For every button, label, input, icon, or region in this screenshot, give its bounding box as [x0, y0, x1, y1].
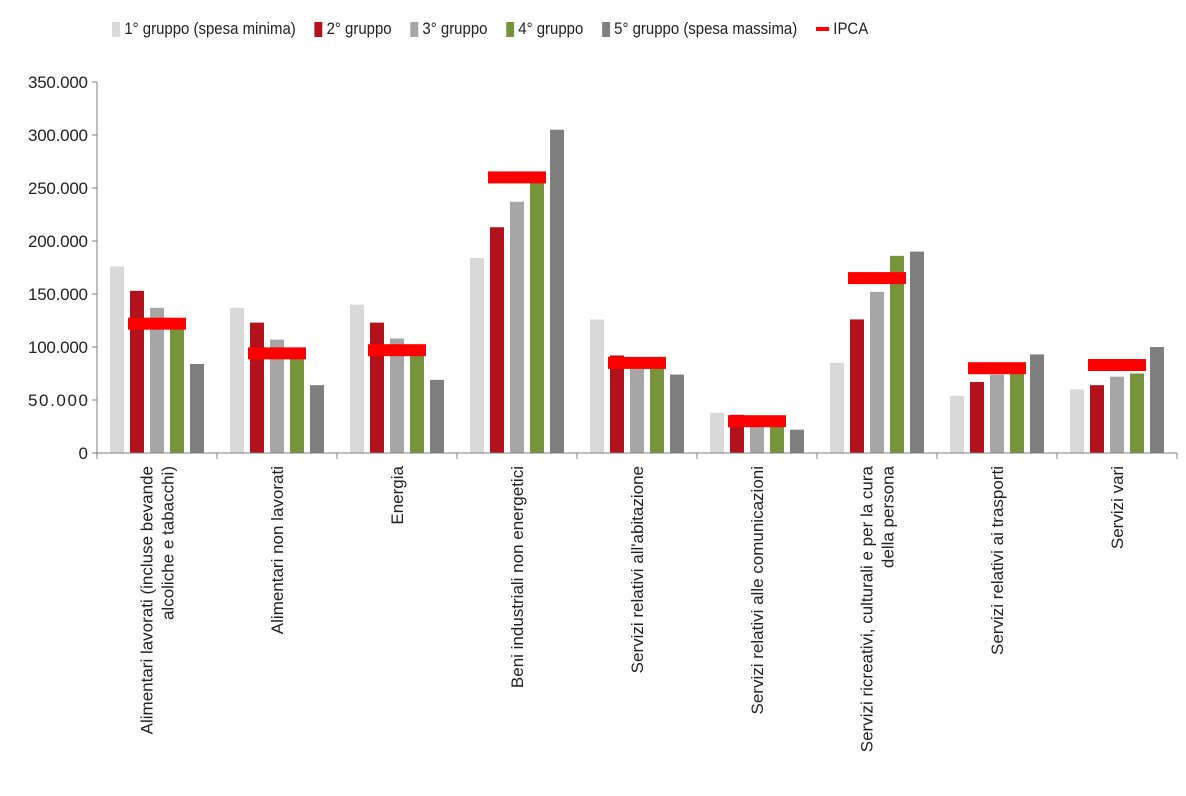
- bar: [1150, 347, 1164, 453]
- bar: [850, 319, 864, 453]
- bar: [390, 338, 404, 453]
- bar: [1130, 373, 1144, 453]
- bar: [230, 307, 244, 453]
- y-tick-label: 0: [79, 444, 88, 463]
- ipca-marker: [1088, 359, 1146, 372]
- y-tick-label: 100.000: [28, 338, 88, 357]
- legend-swatch-ipca: [815, 27, 829, 31]
- x-category-label: Servizi ricreativi, culturali e per la c…: [858, 465, 877, 752]
- bar: [150, 307, 164, 453]
- bar: [790, 429, 804, 453]
- y-tick-label: 350.000: [28, 73, 88, 92]
- bar: [910, 251, 924, 453]
- y-axis: 0 50.000 100.000 150.000 200.000 250.000 300.0…: [28, 73, 98, 463]
- legend-swatch-group-2: [314, 21, 323, 37]
- x-category-label: Servizi relativi all'abitazione: [628, 466, 647, 673]
- bar: [470, 257, 484, 453]
- legend-label-group-4: 4° gruppo: [518, 19, 584, 38]
- bar: [830, 362, 844, 453]
- legend-item-group-1: 1° gruppo (spesa minima): [112, 19, 296, 39]
- bar: [1030, 354, 1044, 453]
- bar: [610, 355, 624, 453]
- x-category-label: Servizi relativi alle comunicazioni: [748, 466, 767, 714]
- bar: [350, 304, 364, 453]
- legend-item-group-2: 2° gruppo: [314, 19, 392, 39]
- bar: [870, 291, 884, 453]
- y-tick-label: 300.000: [28, 126, 88, 145]
- ipca-markers-layer: [128, 171, 1146, 428]
- bar: [990, 374, 1004, 453]
- bar: [310, 385, 324, 453]
- legend-item-group-3: 3° gruppo: [410, 19, 487, 39]
- ipca-marker: [248, 347, 306, 360]
- bar: [770, 423, 784, 453]
- legend-label-group-2: 2° gruppo: [326, 19, 392, 38]
- legend-swatch-group-4: [505, 21, 514, 37]
- legend: 1° gruppo (spesa minima) 2° gruppo 3° gr…: [112, 17, 887, 41]
- bar: [550, 129, 564, 453]
- bar: [670, 374, 684, 453]
- bar: [110, 266, 124, 453]
- legend-label-group-5: 5° gruppo (spesa massima): [614, 19, 798, 38]
- bar: [530, 177, 544, 453]
- bars-layer: [110, 129, 1164, 453]
- bar: [970, 381, 984, 453]
- ipca-marker: [848, 272, 906, 285]
- ipca-marker: [368, 344, 426, 357]
- y-tick-label: 250.000: [28, 179, 88, 198]
- ipca-marker: [728, 415, 786, 428]
- y-tick-label: 50.000: [28, 391, 88, 410]
- legend-item-group-5: 5° gruppo (spesa massima): [601, 19, 798, 39]
- bar: [370, 322, 384, 453]
- y-tick-label: 200.000: [28, 232, 88, 251]
- bar: [710, 412, 724, 453]
- legend-label-group-1: 1° gruppo (spesa minima): [124, 19, 296, 38]
- x-category-label: Servizi relativi ai trasporti: [988, 466, 1007, 655]
- bar: [890, 255, 904, 453]
- ipca-marker: [968, 362, 1026, 375]
- legend-label-ipca: IPCA: [833, 19, 869, 38]
- ipca-marker: [608, 356, 666, 369]
- bar: [1070, 389, 1084, 453]
- bar: [130, 290, 144, 453]
- legend-item-ipca: IPCA: [815, 19, 869, 39]
- bar: [490, 227, 504, 453]
- x-axis: Alimentari lavorati (incluse bevande alco…: [96, 452, 1178, 752]
- bar: [1110, 376, 1124, 453]
- bar: [1010, 370, 1024, 453]
- bar: [410, 353, 424, 453]
- x-category-label: Energia: [388, 465, 407, 524]
- bar: [290, 357, 304, 453]
- x-category-label: Alimentari non lavorati: [268, 466, 287, 634]
- bar: [950, 395, 964, 453]
- legend-swatch-group-5: [601, 21, 610, 37]
- bar: [170, 325, 184, 453]
- bar: [430, 379, 444, 453]
- ipca-marker: [128, 317, 186, 330]
- y-tick-label: 150.000: [28, 285, 88, 304]
- bar: [250, 322, 264, 453]
- bar: [1090, 385, 1104, 453]
- bar: [190, 363, 204, 453]
- x-category-label: Alimentari lavorati (incluse bevande: [138, 466, 157, 734]
- legend-swatch-group-1: [112, 21, 120, 37]
- x-category-label: Servizi vari: [1108, 466, 1127, 549]
- legend-label-group-3: 3° gruppo: [422, 19, 488, 38]
- bar: [630, 362, 644, 453]
- bar: [650, 368, 664, 453]
- bar: [590, 319, 604, 453]
- legend-item-group-4: 4° gruppo: [505, 19, 584, 39]
- bar: [510, 201, 524, 453]
- ipca-marker: [488, 171, 546, 184]
- bar: [750, 421, 764, 453]
- bar: [270, 339, 284, 453]
- x-category-label: della persona: [879, 465, 898, 568]
- legend-swatch-group-3: [410, 21, 419, 37]
- x-category-label: Beni industriali non energetici: [508, 466, 527, 688]
- x-category-label: alcoliche e tabacchi): [159, 466, 178, 620]
